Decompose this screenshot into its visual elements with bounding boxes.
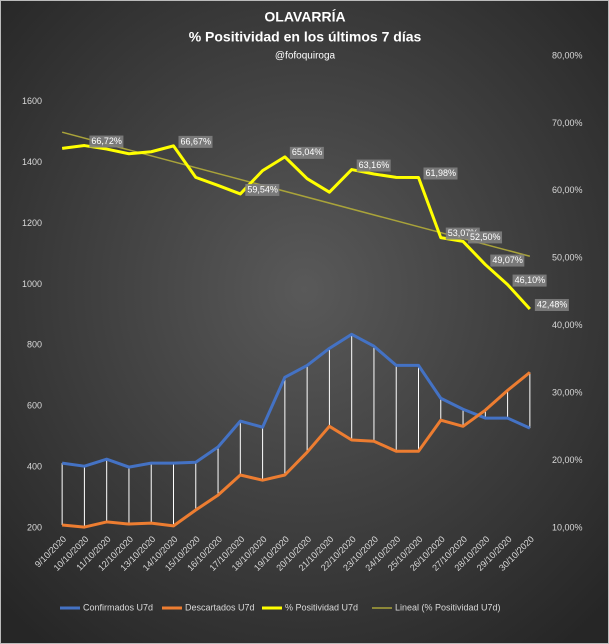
legend-label: % Positividad U7d [285,602,358,612]
legend-label: Lineal (% Positividad U7d) [395,602,501,612]
value-label-box [245,183,280,196]
value-label-box [490,254,525,267]
value-label: 65,04% [292,147,323,157]
y2-tick-label: 40,00% [552,320,583,330]
value-label: 63,16% [359,160,390,170]
y2-tick-label: 50,00% [552,253,583,263]
value-label: 46,10% [515,275,546,285]
y-tick-label: 800 [27,340,42,350]
legend-label: Confirmados U7d [83,602,153,612]
y2-tick-label: 20,00% [552,455,583,465]
value-label-box [356,159,391,172]
value-label: 52,50% [470,232,501,242]
value-label: 42,48% [537,299,568,309]
value-label: 66,67% [181,136,212,146]
value-label-box [468,231,503,244]
value-label-box [89,135,124,148]
author: @fofoquiroga [275,51,336,62]
y-tick-label: 400 [27,461,42,471]
chart-subtitle: % Positividad en los últimos 7 días [189,29,422,45]
y-tick-label: 600 [27,401,42,411]
y-tick-label: 200 [27,522,42,532]
value-label: 49,07% [492,255,523,265]
chart-title: OLAVARRÍA [264,9,345,25]
series-line [61,332,531,469]
legend-label: Descartados U7d [185,602,255,612]
value-label: 53,07% [448,228,479,238]
value-label-box [289,146,324,159]
y-tick-label: 1200 [22,218,42,228]
y2-tick-label: 10,00% [552,522,583,532]
y2-tick-label: 80,00% [552,50,583,60]
series-line [61,371,531,529]
y2-tick-label: 30,00% [552,388,583,398]
y-tick-label: 1000 [22,279,42,289]
value-label: 59,54% [247,184,278,194]
y2-tick-label: 70,00% [552,118,583,128]
y2-tick-label: 60,00% [552,185,583,195]
value-label-box [512,274,547,287]
value-label-box [178,135,213,148]
value-label: 66,72% [91,136,122,146]
value-label: 61,98% [426,168,457,178]
value-label-box [534,298,569,311]
y-tick-label: 1600 [22,96,42,106]
value-label-box [423,167,458,180]
y-tick-label: 1400 [22,157,42,167]
